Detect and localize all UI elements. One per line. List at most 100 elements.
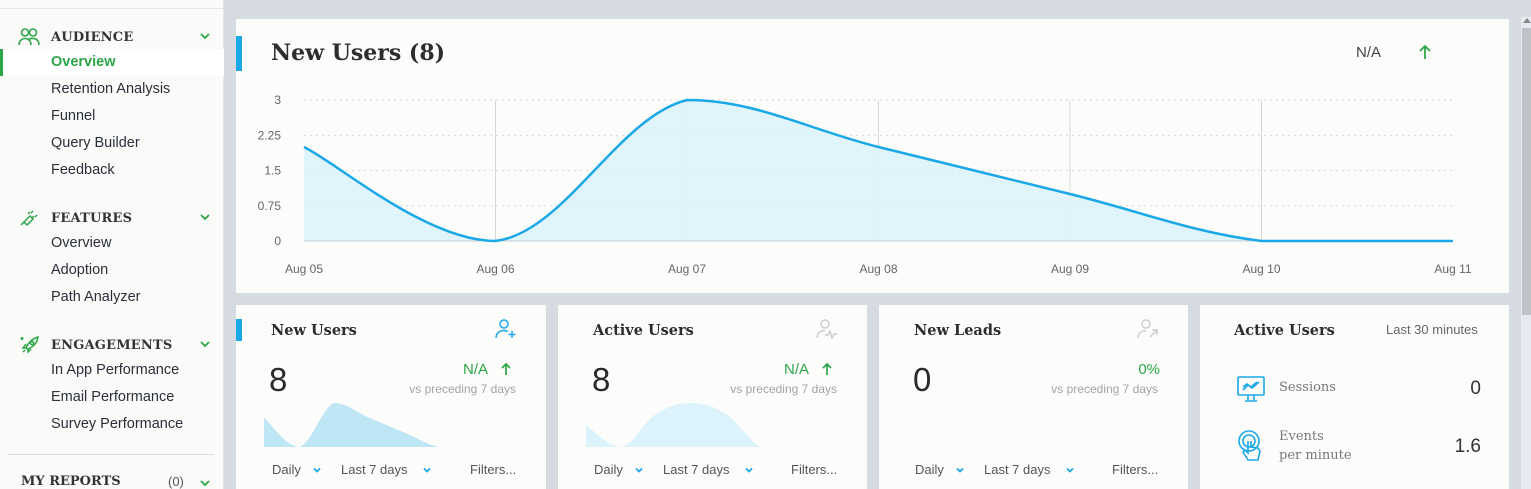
chevron-down-icon[interactable] <box>634 465 644 475</box>
section-title: ENGAGEMENTS <box>51 337 173 353</box>
card-delta: 0% <box>1138 361 1160 378</box>
filters-button[interactable]: Filters... <box>470 462 517 477</box>
card-delta: N/A <box>462 361 488 378</box>
section-header-features[interactable]: FEATURES <box>0 206 224 230</box>
sidebar: AUDIENCE Overview Retention Analysis Fun… <box>0 0 224 489</box>
section-title: AUDIENCE <box>51 29 134 45</box>
sidebar-item-survey-performance[interactable]: Survey Performance <box>51 416 184 432</box>
card-comparison: vs preceding 7 days <box>730 382 837 396</box>
rocket-icon <box>20 335 39 354</box>
sidebar-top-border <box>0 8 224 9</box>
scrollbar-thumb[interactable] <box>1522 28 1531 315</box>
range-dropdown[interactable]: Last 7 days <box>663 462 730 477</box>
new-users-area-chart[interactable]: 0 0.75 1.5 2.25 3 Aug 05 Aug 06 Aug 07 Aug 08 Aug… <box>236 19 1509 293</box>
range-dropdown[interactable]: Last 7 days <box>341 462 408 477</box>
chevron-down-icon[interactable] <box>198 210 212 224</box>
svg-text:Aug 08: Aug 08 <box>859 262 897 276</box>
sidebar-section-audience: AUDIENCE Overview Retention Analysis Fun… <box>0 25 224 184</box>
chart-title: New Users (8) <box>271 40 446 66</box>
sidebar-item-feedback[interactable]: Feedback <box>51 162 115 178</box>
sidebar-section-engagements: ENGAGEMENTS In App Performance Email Per… <box>0 333 224 438</box>
events-per-minute-value: 1.6 <box>1454 436 1481 457</box>
svg-text:3: 3 <box>274 93 281 107</box>
filters-button[interactable]: Filters... <box>1112 462 1159 477</box>
user-pulse-icon[interactable] <box>815 317 839 341</box>
card-title: New Users <box>271 322 357 339</box>
sidebar-item-retention-analysis[interactable]: Retention Analysis <box>51 81 171 97</box>
monitor-chart-icon <box>1237 376 1265 402</box>
events-label-line2: per minute <box>1279 448 1352 463</box>
chevron-down-icon[interactable] <box>198 337 212 351</box>
svg-text:Aug 11: Aug 11 <box>1434 262 1471 276</box>
arrow-up-icon <box>501 362 511 375</box>
sidebar-divider <box>8 454 214 455</box>
svg-text:Aug 05: Aug 05 <box>285 262 323 276</box>
chevron-down-icon[interactable] <box>955 465 965 475</box>
arrow-up-icon <box>822 362 832 375</box>
user-plus-icon[interactable] <box>494 317 518 341</box>
user-arrow-icon[interactable] <box>1136 317 1160 341</box>
plug-icon <box>20 210 38 227</box>
svg-text:Aug 07: Aug 07 <box>668 262 706 276</box>
my-reports-count: (0) <box>168 474 184 489</box>
interval-dropdown[interactable]: Daily <box>915 462 944 477</box>
svg-text:0.75: 0.75 <box>258 199 282 213</box>
sessions-value: 0 <box>1470 378 1481 399</box>
card-title: Active Users <box>593 322 694 339</box>
svg-text:Aug 10: Aug 10 <box>1242 262 1280 276</box>
interval-dropdown[interactable]: Daily <box>594 462 623 477</box>
realtime-active-users-card: Active Users Last 30 minutes Sessions 0 … <box>1200 305 1509 489</box>
svg-text:Aug 06: Aug 06 <box>476 262 514 276</box>
sparkline-chart <box>586 403 796 447</box>
interval-dropdown[interactable]: Daily <box>272 462 301 477</box>
arrow-up-icon <box>1419 44 1431 59</box>
chart-delta: N/A <box>1356 44 1382 61</box>
svg-text:Aug 09: Aug 09 <box>1051 262 1089 276</box>
card-title: Active Users <box>1234 322 1335 339</box>
svg-text:1.5: 1.5 <box>264 164 281 178</box>
time-window-label: Last 30 minutes <box>1386 322 1478 337</box>
active-users-card: Active Users 8 N/A vs preceding 7 days D… <box>558 305 867 489</box>
sidebar-item-in-app-performance[interactable]: In App Performance <box>51 362 180 378</box>
section-title: FEATURES <box>51 210 133 226</box>
scroll-up-arrow-icon[interactable] <box>1523 18 1531 23</box>
new-users-chart-card: New Users (8) N/A 0 0.75 1.5 2.25 3 Aug 05 Aug… <box>236 19 1509 293</box>
section-header-engagements[interactable]: ENGAGEMENTS <box>0 333 224 357</box>
sidebar-section-features: FEATURES Overview Adoption Path Analyzer <box>0 206 224 311</box>
chevron-down-icon[interactable] <box>744 465 754 475</box>
sparkline-chart <box>264 403 474 447</box>
card-value: 8 <box>592 361 611 398</box>
chevron-down-icon[interactable] <box>422 465 432 475</box>
card-accent-bar <box>236 36 242 71</box>
svg-text:2.25: 2.25 <box>258 128 282 142</box>
card-accent-bar <box>236 319 242 341</box>
sidebar-item-funnel[interactable]: Funnel <box>51 108 96 124</box>
card-comparison: vs preceding 7 days <box>409 382 516 396</box>
filters-button[interactable]: Filters... <box>791 462 838 477</box>
sidebar-item-query-builder[interactable]: Query Builder <box>51 135 140 151</box>
card-delta: N/A <box>783 361 809 378</box>
sidebar-item-audience-overview[interactable]: Overview <box>0 49 224 76</box>
chevron-down-icon[interactable] <box>1065 465 1075 475</box>
sidebar-item-adoption[interactable]: Adoption <box>51 262 109 278</box>
users-icon <box>18 28 40 46</box>
chevron-down-icon[interactable] <box>312 465 322 475</box>
card-value: 8 <box>269 361 288 398</box>
range-dropdown[interactable]: Last 7 days <box>984 462 1051 477</box>
touch-icon <box>1238 430 1261 461</box>
card-value: 0 <box>913 361 932 398</box>
new-leads-card: New Leads 0 0% vs preceding 7 days Daily… <box>879 305 1188 489</box>
svg-text:0: 0 <box>274 234 281 248</box>
card-title: New Leads <box>914 322 1002 339</box>
section-header-audience[interactable]: AUDIENCE <box>0 25 224 49</box>
sidebar-item-email-performance[interactable]: Email Performance <box>51 389 175 405</box>
card-comparison: vs preceding 7 days <box>1051 382 1158 396</box>
new-users-card: New Users 8 N/A vs preceding 7 days Dail… <box>236 305 546 489</box>
chevron-down-icon[interactable] <box>198 476 212 489</box>
events-label-line1: Events <box>1279 429 1324 444</box>
sessions-label: Sessions <box>1279 380 1336 395</box>
sidebar-item-path-analyzer[interactable]: Path Analyzer <box>51 289 141 305</box>
chevron-down-icon[interactable] <box>198 29 212 43</box>
my-reports-title[interactable]: MY REPORTS <box>21 474 121 489</box>
sidebar-item-features-overview[interactable]: Overview <box>51 235 112 251</box>
